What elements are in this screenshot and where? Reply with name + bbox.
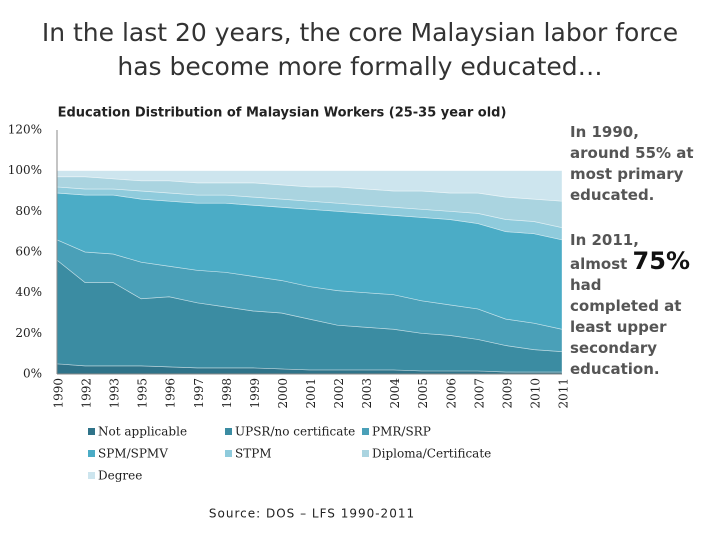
legend-swatch	[88, 428, 95, 435]
chart-title: Education Distribution of Malaysian Work…	[58, 106, 507, 121]
x-tick-label: 2009	[500, 378, 514, 409]
y-tick-label: 40%	[15, 285, 42, 299]
legend-label: STPM	[235, 447, 272, 461]
x-tick-label: 1995	[136, 378, 150, 409]
x-tick-label: 2006	[444, 378, 458, 409]
annotation: completed at least upper secondary educa…	[570, 297, 682, 378]
x-tick-label: 1998	[220, 378, 234, 409]
x-tick-label: 1990	[52, 378, 66, 409]
y-tick-label: 60%	[15, 245, 42, 259]
legend-label: UPSR/no certificate	[235, 425, 355, 439]
legend-label: Diploma/Certificate	[372, 447, 491, 461]
annotation: had	[570, 276, 602, 294]
legend-label: Not applicable	[98, 425, 187, 439]
x-tick-label: 2001	[304, 378, 318, 409]
y-tick-label: 0%	[23, 367, 42, 381]
y-tick-label: 120%	[8, 123, 42, 137]
x-tick-label: 2010	[528, 378, 542, 409]
legend-swatch	[225, 450, 232, 457]
x-tick-label: 2005	[416, 378, 430, 409]
x-tick-label: 1993	[108, 378, 122, 409]
legend-swatch	[88, 472, 95, 479]
slide-title: In the last 20 years, the core Malaysian…	[41, 18, 679, 81]
x-tick-label: 1992	[80, 378, 94, 409]
x-tick-label: 1999	[248, 378, 262, 409]
legend-swatch	[88, 450, 95, 457]
y-tick-label: 80%	[15, 204, 42, 218]
y-tick-label: 100%	[8, 163, 42, 177]
x-tick-label: 2003	[360, 378, 374, 409]
annotation: In 2011, almost	[570, 231, 639, 273]
legend-label: Degree	[98, 469, 142, 483]
x-tick-label: 2007	[472, 378, 486, 409]
x-tick-label: 2000	[276, 378, 290, 409]
x-tick-label: 2004	[388, 378, 402, 409]
annotation: In 2011, almost 75% had completed at leas…	[570, 230, 700, 380]
y-tick-label: 20%	[15, 326, 42, 340]
x-tick-label: 2011	[557, 378, 571, 409]
legend-label: SPM/SPMV	[98, 447, 168, 461]
legend-label: PMR/SRP	[372, 425, 431, 439]
area	[56, 170, 563, 202]
x-tick-label: 1996	[164, 378, 178, 409]
annotation: In 1990, around 55% at most primary educ…	[570, 123, 694, 204]
legend-swatch	[225, 428, 232, 435]
source: Source: DOS – LFS 1990-2011	[209, 507, 415, 521]
legend-swatch	[362, 450, 369, 457]
legend-swatch	[362, 428, 369, 435]
x-tick-label: 2002	[332, 378, 346, 409]
annotation-highlight: 75%	[632, 247, 690, 275]
x-tick-label: 1997	[192, 378, 206, 409]
